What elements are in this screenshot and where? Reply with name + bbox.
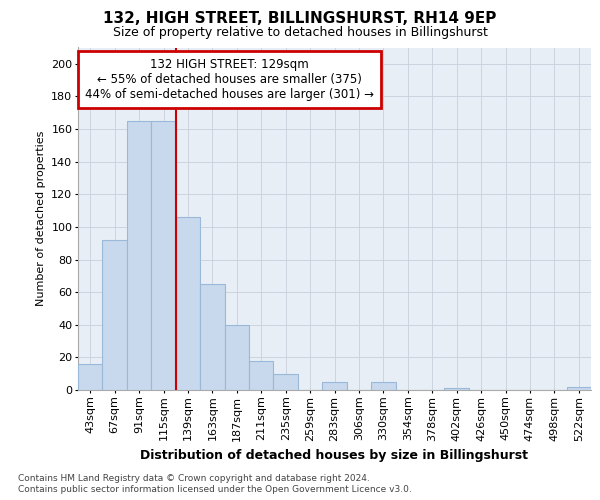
Text: Contains HM Land Registry data © Crown copyright and database right 2024.: Contains HM Land Registry data © Crown c…	[18, 474, 370, 483]
Bar	[224, 325, 249, 390]
Text: 132 HIGH STREET: 129sqm
← 55% of detached houses are smaller (375)
44% of semi-d: 132 HIGH STREET: 129sqm ← 55% of detache…	[85, 58, 374, 101]
Bar	[151, 121, 176, 390]
Bar	[566, 386, 591, 390]
Bar	[445, 388, 469, 390]
Bar	[274, 374, 298, 390]
X-axis label: Distribution of detached houses by size in Billingshurst: Distribution of detached houses by size …	[140, 449, 529, 462]
Bar	[249, 360, 274, 390]
Bar	[176, 217, 200, 390]
Text: 132, HIGH STREET, BILLINGSHURST, RH14 9EP: 132, HIGH STREET, BILLINGSHURST, RH14 9E…	[103, 11, 497, 26]
Y-axis label: Number of detached properties: Number of detached properties	[36, 131, 46, 306]
Bar	[200, 284, 224, 390]
Bar	[127, 121, 151, 390]
Bar	[103, 240, 127, 390]
Text: Contains public sector information licensed under the Open Government Licence v3: Contains public sector information licen…	[18, 485, 412, 494]
Bar	[371, 382, 395, 390]
Bar	[78, 364, 103, 390]
Text: Size of property relative to detached houses in Billingshurst: Size of property relative to detached ho…	[113, 26, 487, 39]
Bar	[322, 382, 347, 390]
